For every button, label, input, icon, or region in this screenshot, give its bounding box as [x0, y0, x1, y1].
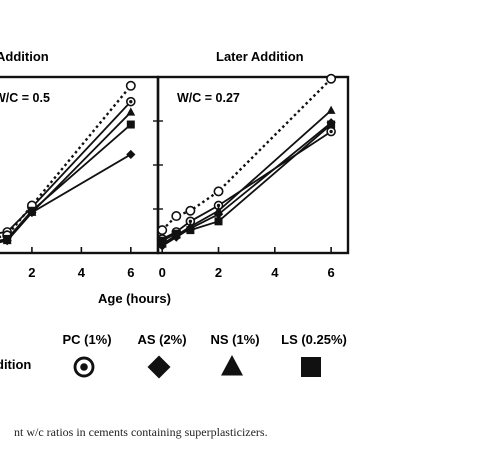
x-tick-label: 2	[28, 265, 35, 280]
x-tick-label: 6	[327, 265, 334, 280]
legend-label: NS (1%)	[210, 332, 259, 347]
series-line-dotted-1	[0, 85, 132, 239]
data-point-triangle	[326, 105, 336, 114]
data-point-circle-open	[326, 73, 337, 84]
legend-label: PC (1%)	[62, 332, 111, 347]
figure-caption: nt w/c ratios in cements containing supe…	[14, 425, 268, 439]
series-line-ls	[0, 123, 132, 242]
data-point-circle-open	[213, 186, 224, 197]
data-point-circle-open	[171, 211, 182, 222]
x-tick-label: 4	[271, 265, 279, 280]
panel-annotation: W/C = 0.5	[0, 91, 50, 105]
data-point-circle-open	[157, 225, 168, 236]
x-tick-label: 2	[215, 265, 222, 280]
data-point-square	[126, 120, 135, 129]
panel-wc-0-5: W/C = 0.5 2 4 6	[0, 75, 160, 280]
data-point-triangle	[214, 205, 223, 215]
legend-label: LS (0.25%)	[281, 332, 347, 347]
x-tick-label: 6	[127, 265, 134, 280]
data-point-triangle	[126, 107, 136, 116]
legend-marker-diamond	[147, 355, 171, 379]
data-point-circle-dot	[185, 216, 196, 227]
panel-wc-0-27: W/C = 0.27 0 2 4 6	[156, 73, 350, 280]
legend-row-label: dition	[0, 357, 31, 372]
right-panel-header: Later Addition	[216, 49, 304, 64]
legend: PC (1%) AS (2%) NS (1%) LS (0.25%)	[62, 332, 347, 379]
left-panel-header: Addition	[0, 49, 49, 64]
legend-marker-square	[301, 357, 321, 377]
series-line-ns	[0, 111, 132, 243]
series-line-as	[0, 153, 132, 244]
data-point-square	[214, 217, 223, 226]
x-tick-label: 4	[78, 265, 86, 280]
data-point-square	[186, 226, 195, 235]
data-point-circle-open	[125, 80, 136, 91]
data-point-square	[327, 120, 336, 129]
data-point-square	[172, 229, 181, 238]
x-axis-label: Age (hours)	[98, 291, 171, 306]
data-point-circle-dot	[326, 126, 336, 137]
data-point-circle-open	[185, 205, 196, 216]
data-point-circle-dot	[126, 96, 136, 107]
data-point-square	[27, 206, 36, 215]
data-point-diamond	[126, 149, 136, 160]
data-point-square	[3, 234, 12, 243]
panel-annotation: W/C = 0.27	[177, 91, 240, 105]
data-point-square	[158, 236, 167, 245]
legend-marker-circle-dot	[73, 356, 95, 378]
x-tick-label: 0	[159, 265, 166, 280]
legend-marker-triangle	[221, 355, 243, 376]
series-line-pc	[0, 100, 132, 234]
legend-label: AS (2%)	[137, 332, 186, 347]
